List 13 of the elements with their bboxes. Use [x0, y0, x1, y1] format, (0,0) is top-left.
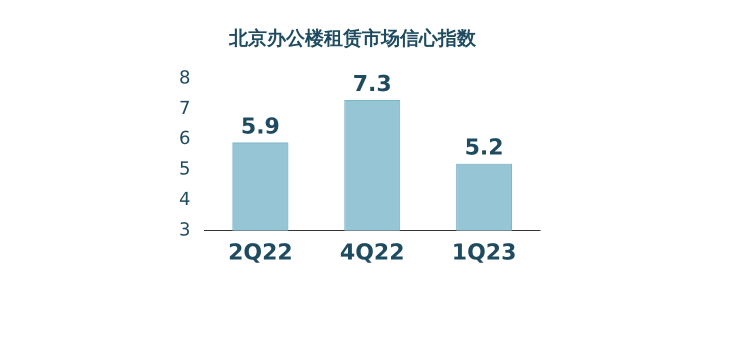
y-tick-label: 4 [179, 188, 190, 210]
x-tick-label: 4Q22 [340, 240, 405, 266]
y-tick-label: 3 [179, 219, 190, 240]
x-tick-label: 1Q23 [452, 240, 516, 266]
data-label: 5.9 [240, 114, 280, 140]
x-tick-label: 2Q22 [228, 240, 293, 266]
y-tick-label: 5 [179, 158, 190, 180]
y-tick-label: 8 [179, 67, 190, 88]
chart-title: 北京办公楼租赁市场信心指数 [228, 27, 477, 50]
data-label: 5.2 [464, 136, 504, 161]
data-label: 7.3 [352, 72, 392, 97]
y-tick-label: 7 [179, 98, 190, 119]
y-tick-label: 6 [179, 128, 190, 150]
